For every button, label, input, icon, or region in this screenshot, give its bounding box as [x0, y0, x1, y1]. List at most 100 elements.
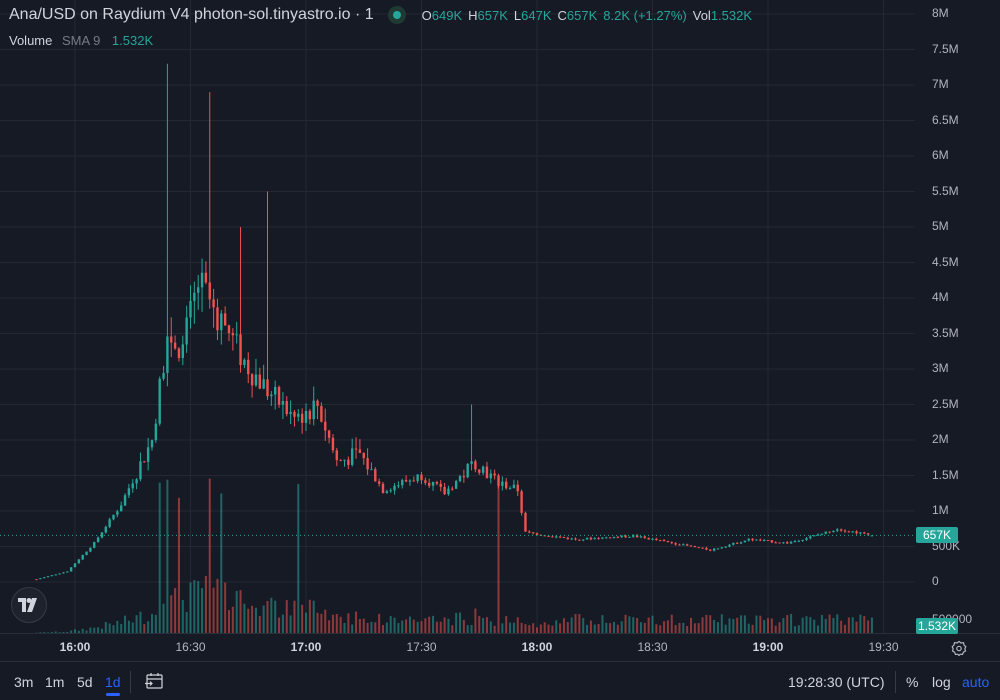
volume-bar — [204, 575, 207, 633]
volume-bar — [147, 621, 150, 633]
volume-bar — [243, 603, 246, 633]
volume-bar — [786, 614, 789, 633]
auto-scale-toggle[interactable]: auto — [962, 674, 990, 690]
price-axis-label: 8M — [932, 6, 949, 20]
volume-bar — [663, 621, 666, 633]
candle-body — [262, 379, 265, 389]
volume-bar — [732, 618, 735, 633]
volume-bar — [424, 618, 427, 633]
settings-gear-icon[interactable] — [951, 640, 967, 656]
candle-body — [685, 544, 689, 546]
price-axis-label: 1.5M — [932, 467, 959, 482]
volume-bar — [867, 620, 870, 633]
candle-body — [116, 511, 119, 515]
volume-bar — [316, 612, 319, 633]
volume-bar — [274, 600, 277, 633]
candle-body — [300, 413, 304, 423]
candle-body — [162, 372, 165, 379]
volume-bar — [559, 623, 562, 633]
volume-bar — [582, 618, 585, 633]
candle-body — [89, 547, 92, 552]
candle-body — [728, 544, 731, 547]
volume-bar — [832, 617, 835, 633]
symbol-title[interactable]: Ana/USD on Raydium V4 photon-sol.tinyast… — [9, 6, 374, 23]
range-3m-button[interactable]: 3m — [14, 674, 34, 690]
candle-body — [535, 533, 539, 535]
chart-area[interactable]: Ana/USD on Raydium V4 photon-sol.tinyast… — [0, 0, 1000, 661]
volume-bar — [470, 624, 473, 633]
volume-bar — [231, 606, 234, 633]
log-scale-toggle[interactable]: log — [932, 674, 951, 690]
toolbar-divider — [895, 671, 896, 693]
candle-body — [832, 530, 835, 533]
volume-bar — [809, 617, 812, 633]
candle-body — [204, 272, 208, 283]
volume-bar — [428, 616, 431, 633]
volume-bar — [181, 600, 184, 633]
candle-body — [497, 475, 500, 486]
candle-body — [751, 538, 754, 541]
candle-body — [709, 549, 712, 551]
candle-body — [493, 473, 496, 476]
candle-body — [39, 578, 42, 580]
tradingview-logo-icon[interactable] — [11, 587, 47, 623]
volume-bar — [127, 620, 130, 633]
candle-body — [146, 447, 150, 462]
candle-body — [674, 543, 677, 545]
volume-bar — [674, 625, 677, 633]
range-1d-button[interactable]: 1d — [105, 674, 121, 696]
candle-body — [701, 547, 704, 549]
range-5d-button[interactable]: 5d — [77, 674, 93, 690]
volume-bar — [351, 624, 354, 633]
candle-body — [104, 526, 107, 533]
volume-bar — [397, 623, 400, 633]
go-to-date-icon[interactable] — [144, 671, 164, 691]
volume-bar — [616, 624, 619, 633]
candle-body — [828, 531, 831, 533]
candle-body — [551, 536, 554, 538]
candle-body — [820, 533, 824, 535]
candle-body — [304, 410, 308, 423]
market-status-dot-icon[interactable] — [387, 6, 406, 24]
utc-clock[interactable]: 19:28:30 (UTC) — [788, 674, 885, 690]
time-axis-label: 17:00 — [290, 640, 322, 654]
volume-bar — [482, 618, 485, 633]
candle-body — [720, 547, 723, 549]
candle-body — [131, 483, 134, 489]
last-price-tag: 657K — [916, 527, 958, 543]
volume-bar — [39, 632, 42, 633]
bottom-toolbar: 3m 1m 5d 1d 19:28:30 (UTC) % log auto — [0, 661, 1000, 700]
candle-body — [755, 539, 758, 541]
volume-bar — [647, 617, 650, 633]
candle-body — [393, 485, 396, 491]
candle-body — [293, 411, 296, 417]
volume-bar — [478, 616, 481, 633]
candle-body — [870, 535, 874, 537]
candle-body — [693, 546, 697, 548]
candle-body — [689, 545, 693, 547]
volume-bar — [716, 622, 719, 633]
volume-bar — [820, 614, 823, 633]
volume-bar — [258, 615, 261, 633]
range-1m-button[interactable]: 1m — [45, 674, 65, 690]
candle-body — [839, 529, 843, 531]
volume-bar — [412, 619, 415, 633]
volume-bar — [751, 624, 754, 633]
volume-bar — [281, 614, 284, 633]
candle-body — [139, 461, 142, 480]
candle-body — [651, 538, 654, 540]
candlestick-chart[interactable] — [0, 0, 1000, 661]
volume-legend[interactable]: Volume SMA 9 1.532K — [9, 33, 153, 48]
candle-body — [108, 519, 111, 527]
candle-body — [485, 466, 489, 479]
candle-body — [447, 488, 450, 495]
time-axis-label: 19:30 — [868, 640, 899, 654]
volume-bar — [705, 614, 708, 633]
volume-bar — [747, 623, 750, 633]
volume-bar — [501, 623, 504, 633]
volume-bar — [401, 620, 404, 633]
percent-scale-toggle[interactable]: % — [906, 674, 919, 690]
time-axis-label: 16:30 — [175, 640, 206, 654]
candle-body — [212, 299, 215, 308]
volume-bar — [93, 627, 96, 633]
